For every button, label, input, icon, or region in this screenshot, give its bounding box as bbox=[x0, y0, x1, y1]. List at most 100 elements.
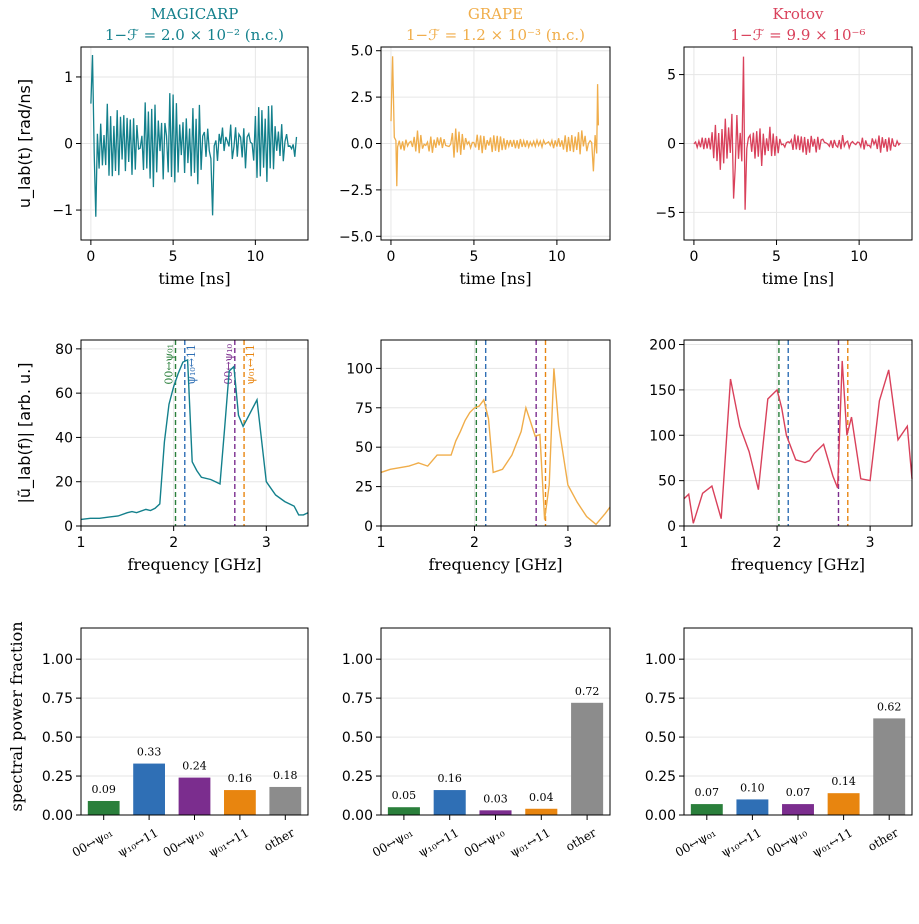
y-tick-label: 0 bbox=[64, 519, 73, 535]
y-tick-label: 0 bbox=[64, 137, 73, 153]
y-axis-label: spectral power fraction bbox=[7, 621, 26, 811]
bar bbox=[224, 790, 256, 815]
x-tick-label: 00↔ψ₀₁ bbox=[370, 825, 415, 859]
x-axis-label: time [ns] bbox=[158, 269, 230, 288]
transition-label: 00↔ψ₀₁ bbox=[163, 344, 176, 385]
transition-label: 00↔ψ₁₀ bbox=[222, 343, 235, 384]
y-tick-label: 0 bbox=[364, 519, 373, 535]
pulse-line bbox=[390, 56, 600, 187]
y-tick-label: 20 bbox=[55, 475, 73, 491]
bar bbox=[525, 808, 558, 815]
x-tick-label: 0 bbox=[689, 249, 698, 265]
x-axis-label: time [ns] bbox=[459, 269, 531, 288]
bar bbox=[433, 790, 466, 815]
y-tick-label: 25 bbox=[355, 480, 373, 496]
power-panel-magicarp: 0.09 00↔ψ₀₁ 0.33 ψ₁₀↔11 0.24 00↔ψ₁₀ 0.16 ψ₀₁↔11… bbox=[7, 621, 309, 860]
time-panel-krotov: −5 0 5 0 5 10 time [ns] Krotov 1−ℱ = 9.9 × 10⁻⁶ bbox=[655, 5, 913, 288]
x-axis-label: frequency [GHz] bbox=[127, 555, 261, 574]
x-tick-label: 5 bbox=[469, 249, 478, 265]
x-tick-label: 3 bbox=[563, 535, 572, 551]
x-tick-label: 00↔ψ₀₁ bbox=[70, 825, 115, 859]
y-tick-label: −2.5 bbox=[339, 183, 373, 199]
y-tick-label: 0.00 bbox=[42, 808, 73, 824]
x-tick-label: ψ₁₀↔11 bbox=[718, 825, 763, 859]
x-tick-label: ψ₀₁↔11 bbox=[507, 825, 552, 859]
bar bbox=[782, 804, 814, 815]
bar bbox=[269, 786, 302, 815]
bar-value-label: 0.16 bbox=[228, 772, 253, 785]
y-tick-label: 5 bbox=[667, 68, 676, 84]
panel-subtitle: 1−ℱ = 2.0 × 10⁻² (n.c.) bbox=[105, 26, 284, 44]
power-panel-grape: 0.05 00↔ψ₀₁ 0.16 ψ₁₀↔11 0.03 00↔ψ₁₀ 0.04 ψ₀₁↔11… bbox=[342, 627, 611, 860]
panel-subtitle: 1−ℱ = 9.9 × 10⁻⁶ bbox=[731, 26, 866, 44]
y-tick-label: −1 bbox=[52, 203, 73, 219]
plot-frame bbox=[683, 627, 913, 816]
bar-value-label: 0.10 bbox=[740, 781, 765, 794]
pulse-line bbox=[90, 54, 298, 217]
y-tick-label: 100 bbox=[649, 428, 676, 444]
y-tick-label: 5.0 bbox=[351, 44, 373, 60]
bar-value-label: 0.72 bbox=[575, 685, 600, 698]
x-axis-label: frequency [GHz] bbox=[428, 555, 562, 574]
y-tick-label: 1 bbox=[64, 70, 73, 86]
x-tick-label: 2 bbox=[773, 535, 782, 551]
bar-value-label: 0.24 bbox=[182, 760, 207, 773]
y-tick-label: 40 bbox=[55, 430, 73, 446]
x-axis-label: time [ns] bbox=[762, 269, 834, 288]
bar bbox=[387, 807, 420, 815]
bar-value-label: 0.33 bbox=[137, 746, 162, 759]
y-tick-label: 1.00 bbox=[645, 652, 676, 668]
x-tick-label: 1 bbox=[77, 535, 86, 551]
y-tick-label: 150 bbox=[649, 383, 676, 399]
y-tick-label: 0.50 bbox=[645, 730, 676, 746]
x-tick-label: ψ₁₀↔11 bbox=[115, 825, 160, 859]
x-tick-label: 2 bbox=[470, 535, 479, 551]
spectrum-line bbox=[80, 358, 309, 521]
x-tick-label: 5 bbox=[772, 249, 781, 265]
y-tick-label: 2.5 bbox=[351, 90, 373, 106]
x-tick-label: 10 bbox=[246, 249, 264, 265]
x-tick-label: 1 bbox=[680, 535, 689, 551]
y-tick-label: 1.00 bbox=[42, 652, 73, 668]
spectrum-line bbox=[683, 360, 913, 524]
x-tick-label: 00↔ψ₁₀ bbox=[764, 825, 810, 859]
y-tick-label: −5 bbox=[655, 205, 676, 221]
bar bbox=[178, 777, 211, 815]
y-axis-label: |ũ_lab(f)| [arb. u.] bbox=[15, 363, 35, 504]
bar bbox=[690, 804, 723, 815]
plot-frame bbox=[380, 627, 611, 816]
plot-frame bbox=[80, 627, 309, 816]
spectrum-line bbox=[380, 368, 611, 526]
y-tick-label: 50 bbox=[658, 474, 676, 490]
x-tick-label: ψ₀₁↔11 bbox=[206, 825, 251, 859]
bar-value-label: 0.04 bbox=[529, 791, 554, 804]
y-tick-label: 80 bbox=[55, 342, 73, 358]
y-tick-label: −5.0 bbox=[339, 229, 373, 245]
y-axis-label: u_lab(t) [rad/ns] bbox=[15, 79, 35, 208]
y-tick-label: 0.25 bbox=[342, 769, 373, 785]
x-tick-label: other bbox=[262, 825, 297, 854]
y-tick-label: 0.00 bbox=[645, 808, 676, 824]
bar bbox=[133, 763, 165, 815]
bar-value-label: 0.18 bbox=[273, 769, 298, 782]
x-tick-label: 1 bbox=[377, 535, 386, 551]
y-tick-label: 100 bbox=[346, 361, 373, 377]
y-tick-label: 0.0 bbox=[351, 137, 373, 153]
spectrum-panel-magicarp: 00↔ψ₀₁ ψ₁₀↔11 00↔ψ₁₀ ψ₀₁↔11 0 20 40 60 80 1 2 3freq… bbox=[15, 339, 309, 574]
x-tick-label: 00↔ψ₁₀ bbox=[161, 825, 207, 859]
bar bbox=[736, 799, 769, 815]
y-tick-label: 0.25 bbox=[42, 769, 73, 785]
plot-frame bbox=[80, 339, 309, 527]
x-tick-label: ψ₀₁↔11 bbox=[810, 825, 855, 859]
x-tick-label: 10 bbox=[850, 249, 868, 265]
y-tick-label: 0 bbox=[667, 137, 676, 153]
y-tick-label: 0.00 bbox=[342, 808, 373, 824]
x-tick-label: 00↔ψ₀₁ bbox=[673, 825, 718, 859]
x-tick-label: 3 bbox=[866, 535, 875, 551]
x-tick-label: 0 bbox=[386, 249, 395, 265]
transition-label: ψ₀₁↔11 bbox=[244, 344, 257, 385]
